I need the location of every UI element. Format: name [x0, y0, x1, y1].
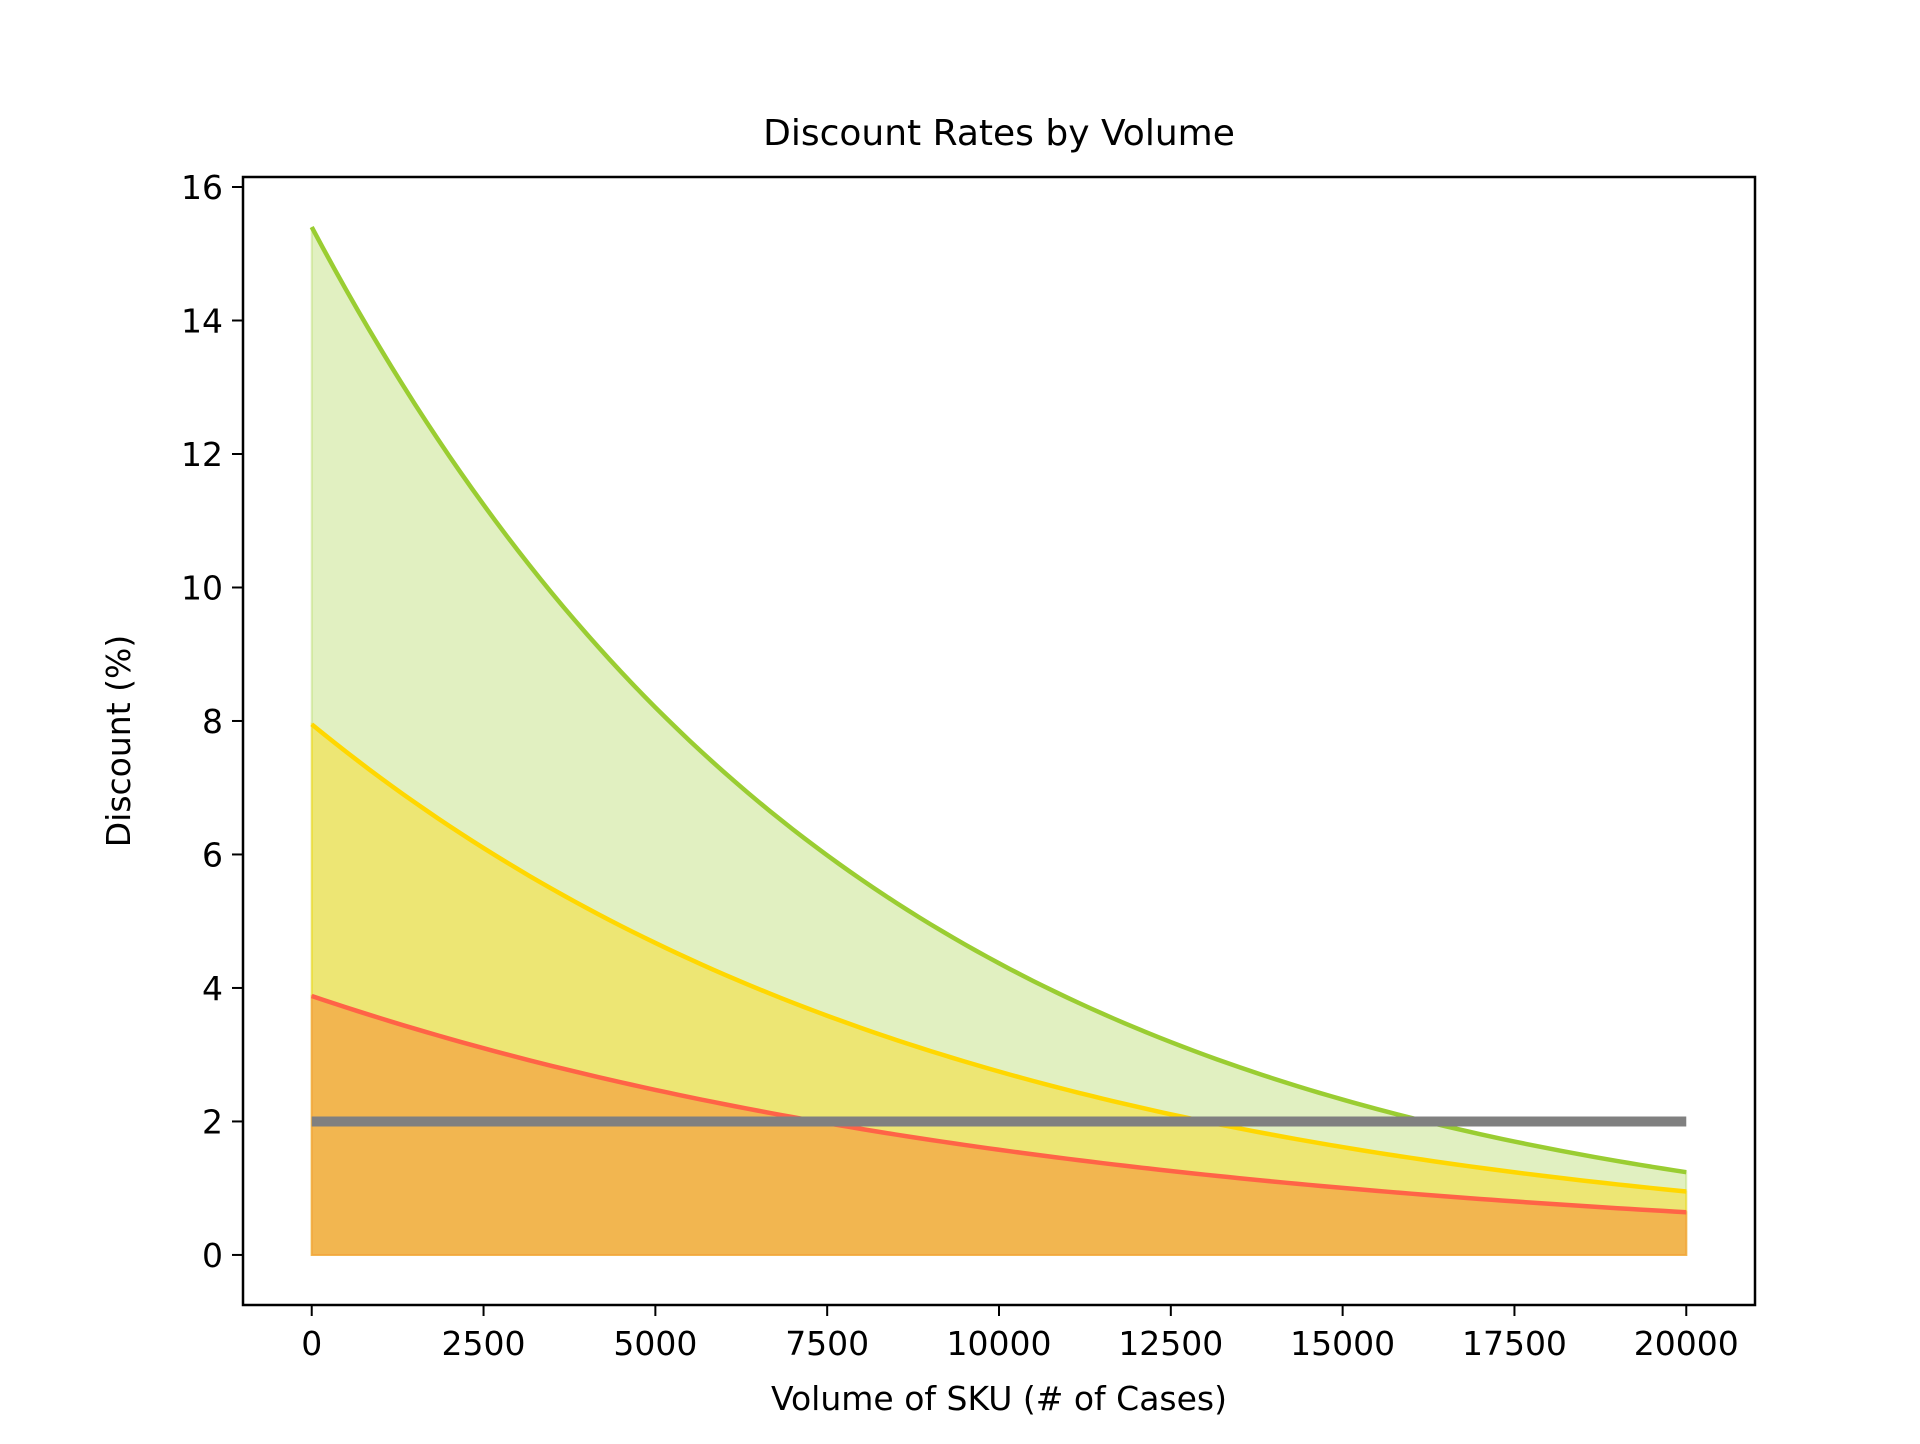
x-tick-label: 0	[301, 1324, 322, 1363]
x-axis-label: Volume of SKU (# of Cases)	[771, 1379, 1227, 1418]
y-tick-label: 4	[202, 969, 223, 1008]
y-tick-label: 0	[202, 1236, 223, 1275]
x-tick-label: 17500	[1462, 1324, 1567, 1363]
y-axis-label: Discount (%)	[99, 635, 138, 847]
y-tick-label: 2	[202, 1102, 223, 1141]
area-fills	[310, 226, 1688, 1256]
y-tick-label: 14	[181, 302, 223, 341]
x-tick-label: 20000	[1634, 1324, 1739, 1363]
x-tick-label: 15000	[1290, 1324, 1395, 1363]
x-tick-label: 2500	[442, 1324, 526, 1363]
y-tick-label: 16	[181, 168, 223, 207]
y-tick-label: 8	[202, 702, 223, 741]
y-tick-label: 12	[181, 435, 223, 474]
x-tick-label: 7500	[785, 1324, 869, 1363]
x-tick-label: 5000	[613, 1324, 697, 1363]
y-axis: 0 2 4 6 8 10 12 14 16	[181, 168, 243, 1275]
x-tick-label: 10000	[947, 1324, 1052, 1363]
series-line-3	[311, 993, 1687, 1215]
chart-title: Discount Rates by Volume	[763, 113, 1235, 154]
y-tick-label: 6	[202, 835, 223, 874]
x-tick-label: 12500	[1118, 1324, 1223, 1363]
series-lines	[309, 225, 1687, 1215]
y-tick-label: 10	[181, 568, 223, 607]
series-line-1	[309, 225, 1687, 1175]
x-axis: 0 2500 5000 7500 10000 12500 15000 17500 20000	[301, 1305, 1739, 1363]
series-line-2	[310, 722, 1687, 1194]
